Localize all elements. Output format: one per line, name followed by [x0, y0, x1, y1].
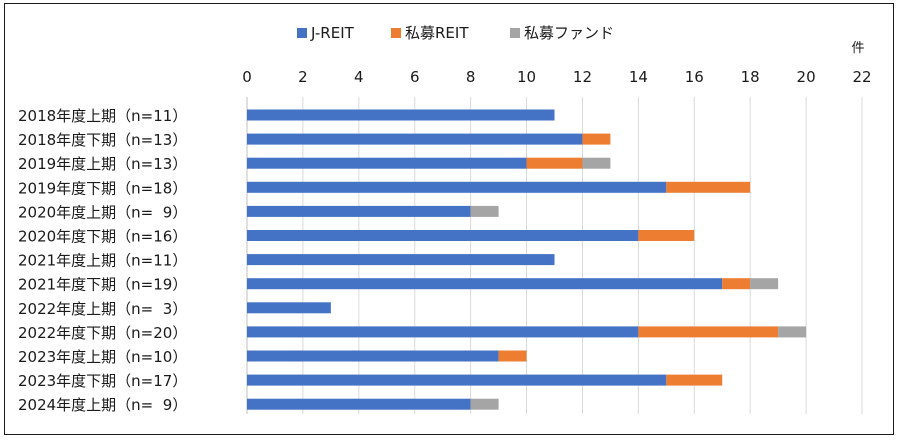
x-tick-label: 16	[685, 68, 704, 86]
x-tick-label: 0	[242, 68, 252, 86]
bar-segment	[247, 278, 723, 290]
x-tick-label: 4	[354, 68, 364, 86]
bar-segment	[247, 326, 639, 338]
bar-segment	[666, 181, 751, 193]
legend-label: 私募REIT	[405, 24, 469, 42]
bar-segment	[247, 350, 499, 362]
category-label: 2021年度上期（n=11）	[18, 252, 187, 270]
x-tick-label: 20	[797, 68, 816, 86]
x-axis-ticks: 0 2 4 6 8 10 12 14 16 18 20 22	[242, 68, 871, 86]
x-tick-label: 6	[410, 68, 420, 86]
bars	[247, 109, 807, 410]
x-tick-label: 12	[573, 68, 592, 86]
x-tick-label: 2	[298, 68, 308, 86]
category-label: 2019年度上期（n=13）	[18, 155, 187, 173]
category-label: 2018年度下期（n=13）	[18, 131, 187, 149]
bar-segment	[582, 133, 611, 145]
bar-segment	[638, 230, 695, 241]
legend-swatch	[297, 28, 307, 38]
unit-label: 件	[851, 41, 864, 56]
bar-segment	[247, 398, 471, 410]
x-tick-label: 18	[741, 68, 760, 86]
x-tick-label: 10	[517, 68, 536, 86]
bar-segment	[247, 205, 471, 217]
bar-segment	[582, 157, 611, 169]
category-label: 2019年度下期（n=18）	[18, 179, 187, 197]
bar-segment	[526, 157, 583, 169]
category-label: 2023年度下期（n=17）	[18, 372, 187, 390]
bar-segment	[247, 374, 667, 386]
bar-segment	[470, 398, 499, 410]
bar-segment	[247, 109, 555, 121]
category-label: 2020年度上期（n= 9）	[18, 203, 187, 221]
bar-segment	[247, 230, 639, 241]
bar-segment	[666, 374, 723, 386]
category-label: 2021年度下期（n=19）	[18, 276, 187, 294]
bar-segment	[247, 133, 583, 145]
chart-frame	[4, 3, 894, 435]
bar-segment	[722, 278, 751, 290]
legend-label: J-REIT	[310, 24, 355, 42]
x-tick-label: 8	[466, 68, 476, 86]
bar-segment	[247, 157, 527, 169]
category-labels: 2018年度上期（n=11） 2018年度下期（n=13） 2019年度上期（n=1…	[18, 107, 187, 414]
bar-segment	[247, 302, 331, 314]
bar-segment	[638, 326, 779, 338]
category-label: 2022年度下期（n=20）	[18, 324, 187, 342]
bar-segment	[247, 181, 667, 193]
category-label: 2023年度上期（n=10）	[18, 348, 187, 366]
bar-segment	[247, 254, 555, 266]
x-tick-label: 22	[852, 68, 871, 86]
category-label: 2018年度上期（n=11）	[18, 107, 187, 125]
legend-label: 私募ファンド	[524, 24, 614, 42]
legend-swatch	[391, 28, 401, 38]
bar-segment	[470, 205, 499, 217]
bar-segment	[778, 326, 807, 338]
x-tick-label: 14	[629, 68, 648, 86]
category-label: 2022年度上期（n= 3）	[18, 300, 187, 318]
category-label: 2020年度下期（n=16）	[18, 228, 187, 246]
bar-segment	[750, 278, 779, 290]
category-label: 2024年度上期（n= 9）	[18, 396, 187, 414]
legend-swatch	[510, 28, 520, 38]
legend: J-REIT 私募REIT 私募ファンド	[297, 24, 614, 42]
bar-segment	[498, 350, 527, 362]
